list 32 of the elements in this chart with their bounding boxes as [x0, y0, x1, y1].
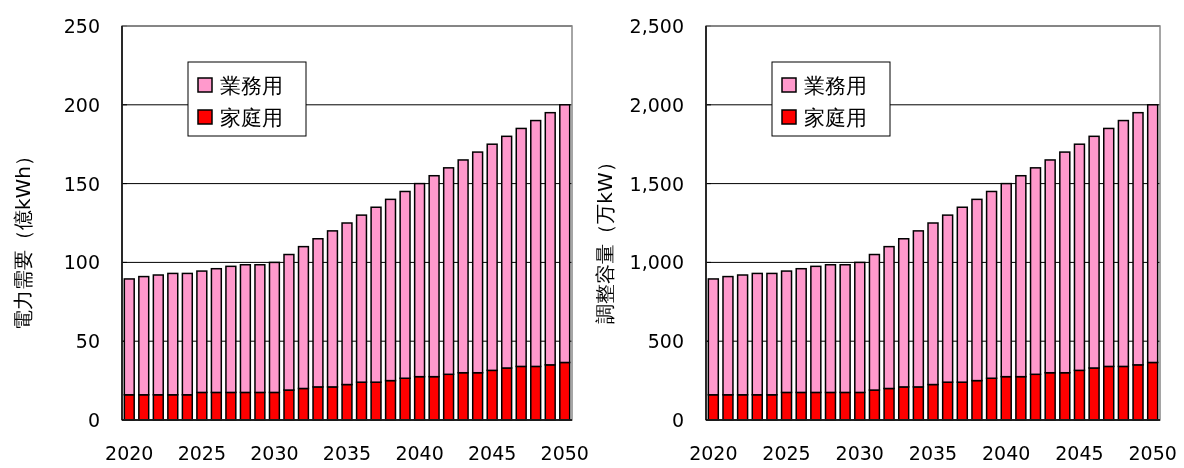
y-tick-label: 1,500 — [629, 172, 684, 195]
x-tick-label: 2020 — [689, 442, 738, 464]
y-tick-label: 2,000 — [629, 93, 684, 116]
legend-label: 家庭用 — [220, 106, 283, 130]
y-tick-label: 0 — [87, 409, 100, 431]
x-tick-label: 2035 — [322, 442, 372, 464]
x-tick-label: 2040 — [395, 442, 444, 464]
legend-label: 家庭用 — [804, 106, 867, 130]
y-tick-label: 150 — [63, 172, 100, 195]
y-tick-label: 200 — [63, 93, 100, 116]
x-tick-label: 2025 — [177, 442, 227, 464]
y-tick-label: 2,500 — [629, 15, 684, 37]
legend-label: 業務用 — [804, 74, 867, 98]
y-tick-label: 250 — [63, 15, 100, 37]
x-tick-label: 2030 — [250, 442, 299, 464]
y-tick-label: 50 — [75, 330, 100, 353]
x-tick-label: 2030 — [835, 442, 884, 464]
x-tick-label: 2040 — [982, 442, 1031, 464]
y-axis-title: 電力需要（億kWh） — [11, 145, 35, 331]
y-axis-title: 調整容量（万kW） — [593, 152, 617, 324]
y-tick-label: 100 — [63, 251, 100, 274]
x-tick-label: 2045 — [1055, 442, 1104, 464]
x-tick-label: 2025 — [762, 442, 811, 464]
x-tick-label: 2045 — [467, 442, 517, 464]
x-tick-label: 2050 — [540, 442, 589, 464]
x-tick-label: 2020 — [105, 442, 154, 464]
legend-label: 業務用 — [220, 74, 283, 98]
y-tick-label: 0 — [671, 409, 684, 431]
y-tick-label: 1,000 — [629, 251, 684, 274]
y-tick-label: 500 — [647, 330, 684, 353]
x-tick-label: 2050 — [1128, 442, 1177, 464]
x-tick-label: 2035 — [908, 442, 958, 464]
